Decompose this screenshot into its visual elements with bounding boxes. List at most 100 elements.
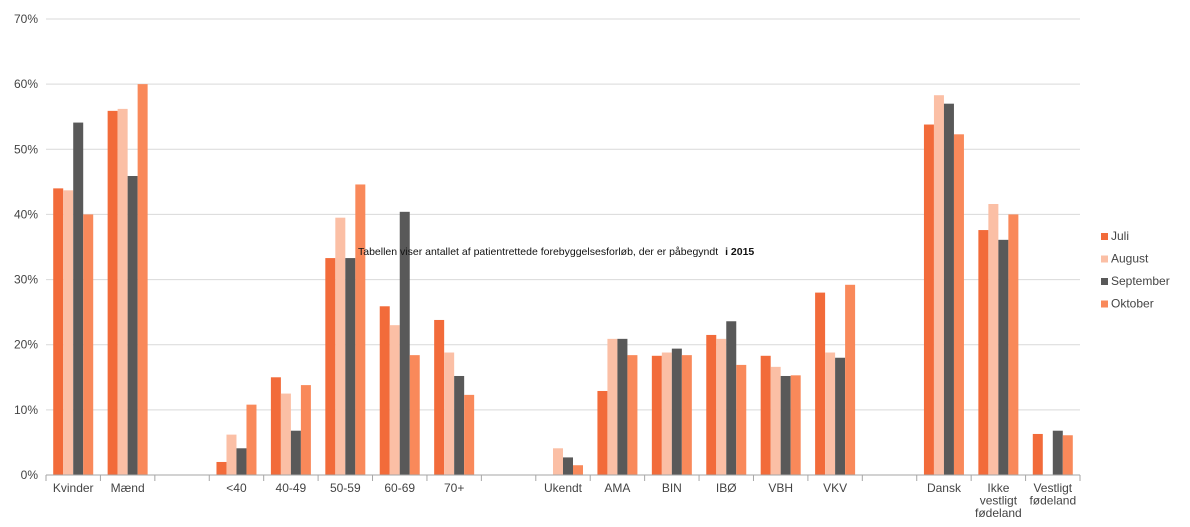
bar xyxy=(236,448,247,475)
bar xyxy=(736,364,747,475)
bar xyxy=(290,430,301,475)
bar xyxy=(770,366,781,475)
bar xyxy=(706,334,717,475)
legend-label: Oktober xyxy=(1111,297,1154,311)
bar xyxy=(815,292,826,475)
bar xyxy=(988,204,999,475)
bar xyxy=(760,355,771,475)
bar xyxy=(335,217,346,475)
x-category-label: BIN xyxy=(662,481,682,495)
x-category-label: <40 xyxy=(226,481,247,495)
bar xyxy=(943,103,954,475)
bar xyxy=(627,355,638,475)
bar xyxy=(1062,435,1073,475)
bar xyxy=(325,258,336,475)
bar xyxy=(83,214,94,475)
bar xyxy=(716,338,727,475)
x-category-label: 50-59 xyxy=(330,481,361,495)
bar xyxy=(617,338,628,475)
x-category-label: 40-49 xyxy=(276,481,307,495)
bar xyxy=(923,124,934,475)
bar xyxy=(63,190,74,475)
bar xyxy=(563,457,573,475)
bar xyxy=(780,375,791,475)
y-tick-label: 70% xyxy=(14,12,38,26)
x-category-label: Dansk xyxy=(927,481,962,495)
bar xyxy=(454,375,465,475)
y-tick-label: 50% xyxy=(14,142,38,156)
bar xyxy=(553,448,563,475)
bar xyxy=(300,385,311,475)
bar xyxy=(597,390,608,475)
bar xyxy=(399,211,410,475)
x-category-label: 70+ xyxy=(444,481,464,495)
x-category-label: Ikke xyxy=(987,481,1009,495)
bar xyxy=(998,239,1009,475)
bar xyxy=(107,110,118,475)
bar xyxy=(661,352,672,475)
bar xyxy=(127,175,138,475)
bar xyxy=(978,230,989,475)
bar xyxy=(216,461,227,475)
gridlines xyxy=(46,18,1080,411)
y-tick-label: 0% xyxy=(21,468,39,482)
legend-label: August xyxy=(1111,252,1149,266)
x-category-label: fødeland xyxy=(1029,494,1076,508)
bar xyxy=(444,352,455,475)
x-category-label: Kvinder xyxy=(53,481,94,495)
legend-swatch xyxy=(1101,255,1108,263)
bar xyxy=(73,122,84,475)
y-tick-label: 20% xyxy=(14,338,38,352)
bar xyxy=(137,84,148,476)
chart-title-suffix: i 2015 xyxy=(725,246,754,258)
legend: Juli August September Oktober xyxy=(1101,229,1170,311)
bars xyxy=(53,84,1073,476)
bar xyxy=(355,184,366,475)
bar xyxy=(651,355,662,475)
y-tick-label: 60% xyxy=(14,77,38,91)
y-tick-label: 40% xyxy=(14,207,38,221)
bar xyxy=(607,338,618,475)
bar xyxy=(1008,214,1019,475)
bar xyxy=(790,375,801,475)
bar xyxy=(53,188,64,475)
y-tick-label: 30% xyxy=(14,273,38,287)
legend-label: September xyxy=(1111,274,1170,288)
x-category-label: IBØ xyxy=(716,481,737,495)
chart-title-main: Tabellen viser antallet af patientretted… xyxy=(358,246,718,258)
bar xyxy=(953,134,964,475)
bar xyxy=(825,352,836,475)
bar xyxy=(464,394,475,475)
x-category-label: VBH xyxy=(768,481,793,495)
bar xyxy=(671,348,682,475)
bar xyxy=(389,325,400,475)
bar xyxy=(270,377,281,475)
bar xyxy=(726,321,737,475)
x-category-label: Ukendt xyxy=(544,481,583,495)
legend-label: Juli xyxy=(1111,229,1129,243)
bar xyxy=(573,465,583,475)
bar xyxy=(1052,430,1063,475)
bar xyxy=(409,355,420,475)
x-axis-category-labels: Kvinder Mænd <40 40-49 50-59 60-69 70+ Ukendt AM… xyxy=(53,481,1076,520)
x-category-label: Mænd xyxy=(111,481,145,495)
x-category-label: vestligt xyxy=(980,494,1018,508)
bar xyxy=(246,404,257,475)
legend-swatch xyxy=(1101,233,1108,240)
bar xyxy=(845,284,856,475)
x-axis xyxy=(45,474,1081,481)
x-category-label: fødeland xyxy=(975,506,1022,520)
x-category-label: Vestligt xyxy=(1033,481,1072,495)
y-tick-label: 10% xyxy=(14,403,38,417)
legend-swatch xyxy=(1101,300,1108,308)
bar xyxy=(933,95,944,476)
bar xyxy=(117,108,128,475)
x-category-label: AMA xyxy=(604,481,630,495)
chart-title: Tabellen viser antallet af patientretted… xyxy=(358,246,754,258)
bar xyxy=(681,355,692,475)
bar xyxy=(345,258,356,475)
bar xyxy=(835,357,846,475)
bar xyxy=(280,393,291,475)
bar xyxy=(434,319,445,475)
